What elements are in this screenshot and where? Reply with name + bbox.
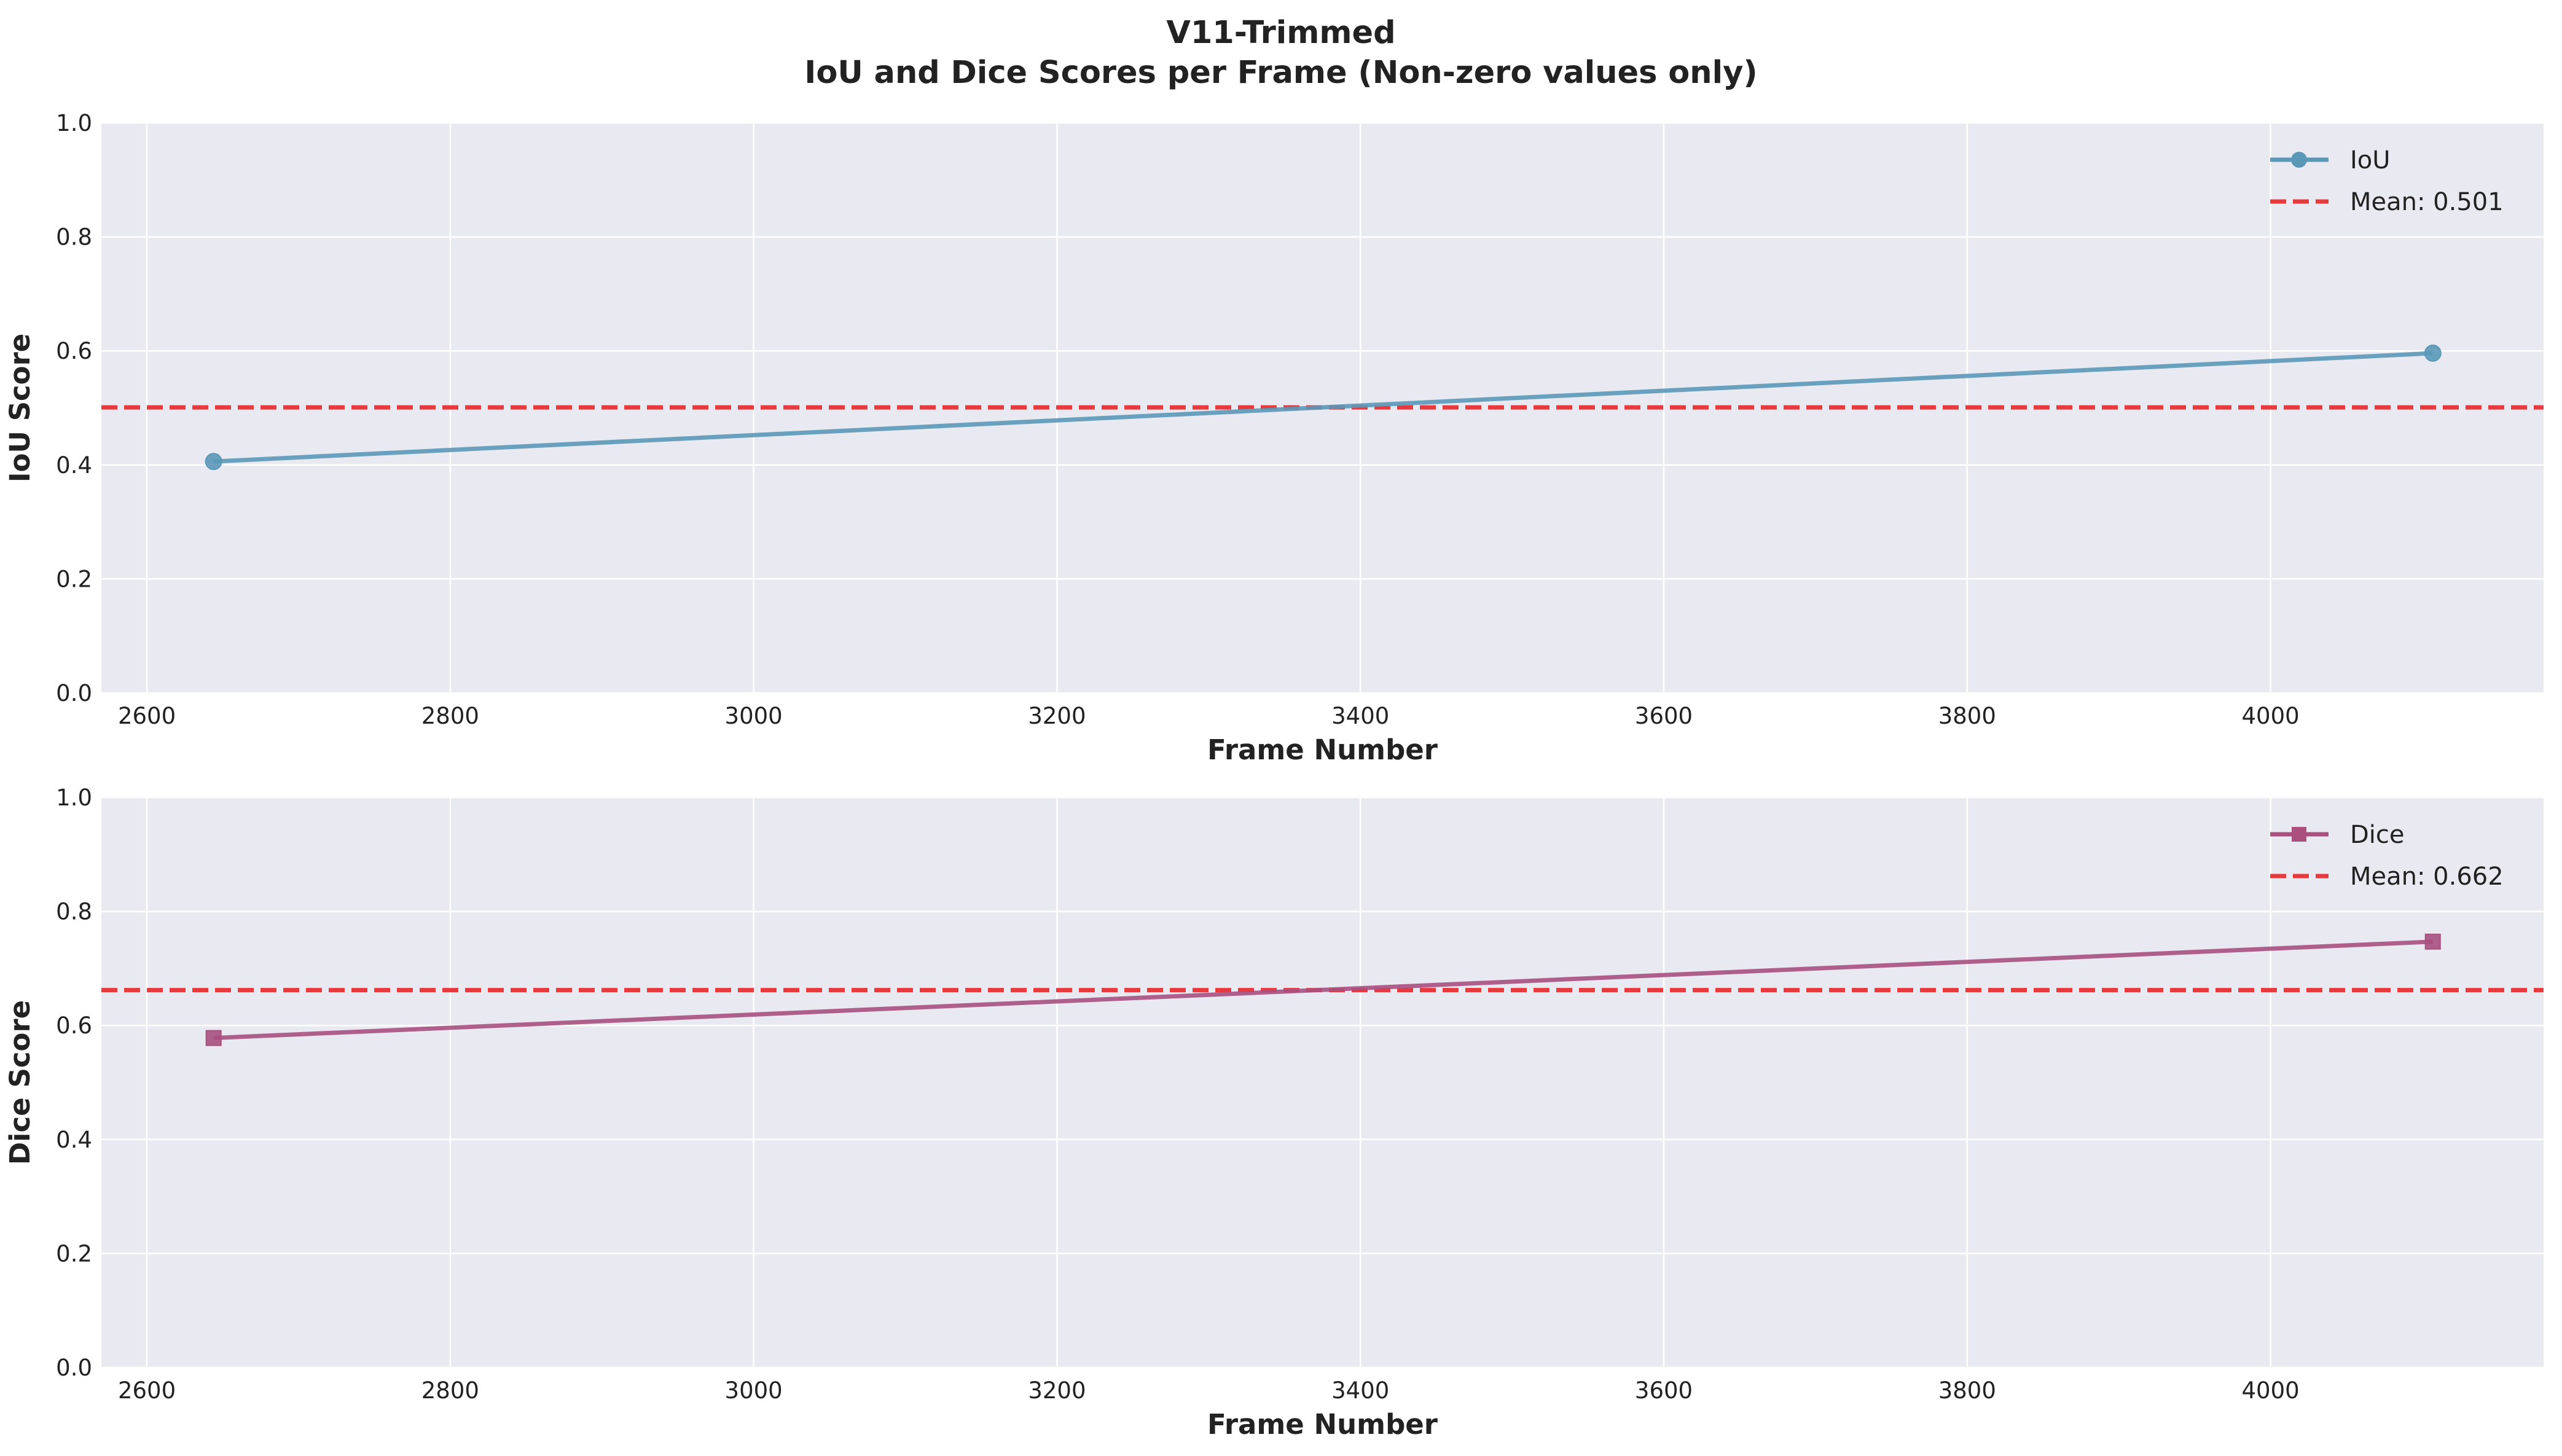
iou-y-tick-label: 0.0 xyxy=(56,680,92,706)
dice-y-tick-label: 0.2 xyxy=(56,1240,92,1267)
iou-x-tick-label: 3800 xyxy=(1938,703,1996,729)
dice-legend-mean-label: Mean: 0.662 xyxy=(2350,863,2504,891)
iou-legend-mean-label: Mean: 0.501 xyxy=(2350,188,2504,216)
iou-chart-panel: 0.0 0.2 0.4 0.6 0.8 1.0 2600 2800 3000 3200 3400 36… xyxy=(4,110,2544,766)
iou-y-tick-label: 0.2 xyxy=(56,566,92,592)
iou-data-point xyxy=(205,453,222,471)
dice-data-point xyxy=(205,1030,222,1046)
dice-x-tick-label: 3400 xyxy=(1331,1377,1389,1404)
dice-legend-marker xyxy=(2292,827,2306,842)
dice-y-tick-label: 0.6 xyxy=(56,1012,92,1039)
iou-x-tick-label: 3600 xyxy=(1635,703,1693,729)
dice-x-tick-label: 3000 xyxy=(725,1377,783,1404)
iou-y-tick-label: 0.8 xyxy=(56,224,92,251)
iou-y-axis-label: IoU Score xyxy=(4,334,36,483)
figure-title-line1: V11-Trimmed xyxy=(1166,15,1395,51)
dice-y-tick-label: 0.4 xyxy=(56,1127,92,1153)
dice-x-tick-label: 2800 xyxy=(421,1377,479,1404)
dice-y-tick-label: 0.8 xyxy=(56,899,92,925)
dice-x-tick-label: 3600 xyxy=(1635,1377,1693,1404)
dice-x-tick-label: 2600 xyxy=(118,1377,176,1404)
iou-x-tick-label: 4000 xyxy=(2242,703,2300,729)
figure-title-line2: IoU and Dice Scores per Frame (Non-zero … xyxy=(804,55,1757,91)
iou-x-tick-label: 3000 xyxy=(725,703,783,729)
dice-legend-series-label: Dice xyxy=(2350,821,2405,849)
iou-series-line xyxy=(213,351,2433,464)
dice-chart-panel: 0.0 0.2 0.4 0.6 0.8 1.0 2600 2800 3000 3200 3400 36… xyxy=(4,785,2544,1441)
iou-x-tick-label: 2800 xyxy=(421,703,479,729)
iou-x-axis-label: Frame Number xyxy=(1207,734,1438,766)
dice-plot-area xyxy=(101,797,2544,1368)
dice-series-line xyxy=(213,939,2433,1041)
dice-x-tick-label: 3800 xyxy=(1938,1377,1996,1404)
iou-legend-series-label: IoU xyxy=(2350,146,2391,174)
iou-y-tick-label: 0.6 xyxy=(56,338,92,364)
iou-y-tick-label: 0.4 xyxy=(56,452,92,479)
dice-x-tick-label: 3200 xyxy=(1028,1377,1086,1404)
dice-data-point xyxy=(2424,933,2441,950)
iou-legend-marker xyxy=(2291,152,2307,168)
iou-x-tick-label: 2600 xyxy=(118,703,176,729)
iou-y-tick-label: 1.0 xyxy=(56,110,92,136)
iou-x-tick-label: 3400 xyxy=(1331,703,1389,729)
iou-data-point xyxy=(2424,344,2442,362)
dice-y-axis-label: Dice Score xyxy=(4,1000,36,1165)
dice-x-tick-label: 4000 xyxy=(2242,1377,2300,1404)
iou-x-tick-label: 3200 xyxy=(1028,703,1086,729)
dice-x-axis-label: Frame Number xyxy=(1207,1408,1438,1441)
dice-y-tick-label: 0.0 xyxy=(56,1355,92,1381)
dice-y-tick-label: 1.0 xyxy=(56,785,92,811)
